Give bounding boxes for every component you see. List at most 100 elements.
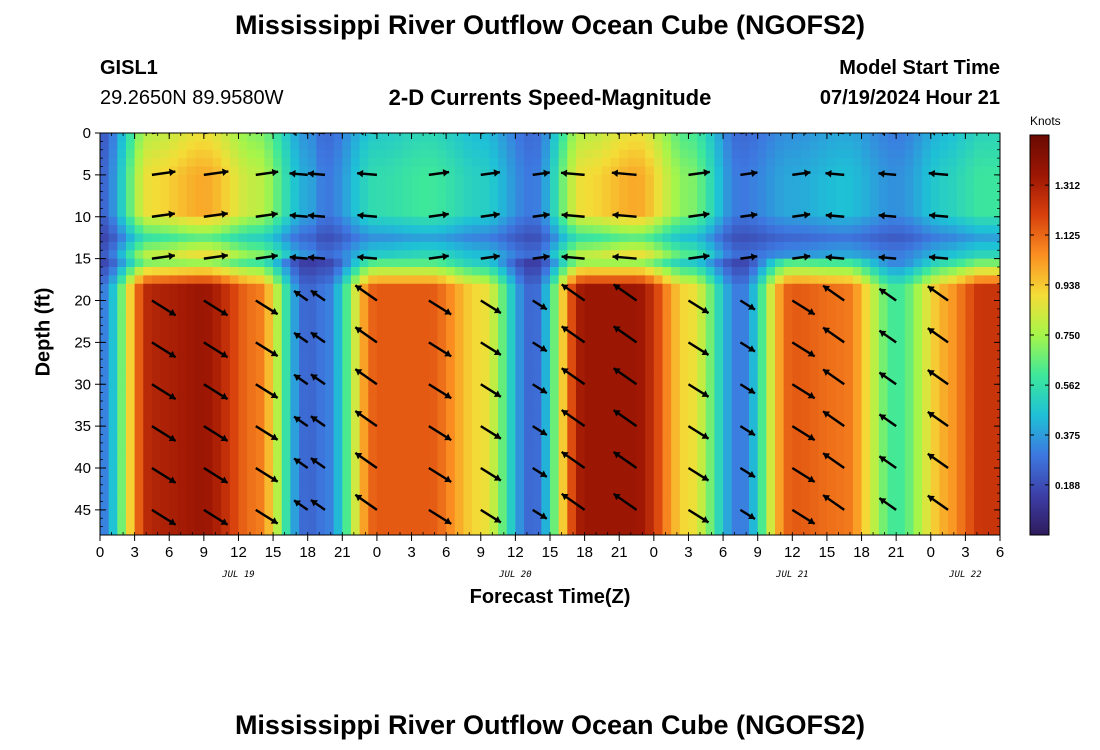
heatmap-cell: [212, 141, 222, 151]
heatmap-cell: [653, 300, 664, 310]
heatmap-cell: [454, 468, 465, 477]
heatmap-cell: [749, 191, 759, 201]
heatmap-cell: [653, 200, 664, 209]
heatmap-cell: [627, 183, 638, 193]
heatmap-cell: [368, 350, 378, 360]
heatmap-cell: [956, 233, 966, 243]
heatmap-cell: [203, 283, 214, 293]
heatmap-cell: [255, 149, 266, 159]
heatmap-cell: [835, 342, 845, 352]
heatmap-cell: [653, 426, 664, 436]
heatmap-cell: [965, 476, 975, 486]
heatmap-cell: [264, 334, 274, 343]
heatmap-cell: [498, 509, 508, 519]
heatmap-cell: [826, 509, 837, 519]
heatmap-cell: [359, 459, 369, 469]
heatmap-cell: [679, 350, 690, 360]
heatmap-cell: [376, 359, 387, 369]
heatmap-cell: [238, 342, 248, 352]
heatmap-cell: [913, 526, 923, 535]
heatmap-cell: [117, 275, 127, 285]
heatmap-cell: [740, 200, 750, 209]
heatmap-cell: [143, 225, 153, 235]
heatmap-cell: [247, 384, 257, 394]
heatmap-cell: [697, 375, 707, 385]
heatmap-cell: [203, 149, 214, 159]
heatmap-cell: [965, 258, 975, 268]
heatmap-cell: [550, 149, 560, 159]
heatmap-cell: [723, 484, 733, 494]
heatmap-cell: [359, 241, 369, 251]
heatmap-cell: [619, 317, 629, 327]
heatmap-cell: [125, 216, 136, 226]
heatmap-cell: [749, 317, 759, 327]
heatmap-cell: [532, 426, 542, 436]
heatmap-cell: [653, 392, 664, 402]
heatmap-cell: [878, 258, 889, 268]
heatmap-cell: [169, 317, 179, 327]
heatmap-cell: [878, 468, 889, 477]
heatmap-cell: [169, 401, 179, 410]
heatmap-cell: [411, 392, 421, 402]
heatmap-cell: [766, 216, 776, 226]
heatmap-cell: [506, 493, 516, 503]
heatmap-cell: [368, 308, 378, 318]
heatmap-cell: [273, 300, 283, 310]
heatmap-cell: [809, 141, 819, 151]
heatmap-cell: [870, 401, 880, 410]
heatmap-cell: [428, 367, 439, 377]
heatmap-cell: [965, 367, 975, 377]
heatmap-cell: [679, 174, 690, 184]
heatmap-cell: [385, 417, 395, 427]
heatmap-cell: [108, 501, 118, 511]
heatmap-cell: [177, 459, 188, 469]
heatmap-cell: [437, 200, 447, 209]
heatmap-cell: [169, 225, 179, 235]
heatmap-cell: [325, 233, 335, 243]
heatmap-cell: [359, 174, 369, 184]
heatmap-cell: [342, 501, 352, 511]
heatmap-cell: [593, 200, 603, 209]
heatmap-cell: [125, 200, 136, 209]
heatmap-cell: [506, 317, 516, 327]
heatmap-cell: [723, 292, 733, 302]
heatmap-cell: [368, 426, 378, 436]
heatmap-cell: [151, 359, 162, 369]
heatmap-cell: [714, 434, 724, 444]
heatmap-cell: [342, 384, 352, 394]
heatmap-cell: [870, 225, 880, 235]
heatmap-cell: [264, 166, 274, 176]
heatmap-cell: [904, 233, 915, 243]
heatmap-cell: [489, 191, 499, 201]
heatmap-cell: [584, 308, 594, 318]
heatmap-cell: [939, 300, 949, 310]
heatmap-cell: [887, 526, 897, 535]
heatmap-cell: [653, 359, 664, 369]
heatmap-cell: [100, 359, 110, 369]
heatmap-cell: [333, 183, 343, 193]
heatmap-cell: [775, 200, 785, 209]
heatmap-cell: [402, 367, 413, 377]
heatmap-cell: [541, 484, 551, 494]
heatmap-cell: [878, 476, 889, 486]
heatmap-cell: [965, 308, 975, 318]
heatmap-cell: [255, 250, 266, 260]
heatmap-cell: [368, 392, 378, 402]
heatmap-cell: [316, 518, 326, 528]
heatmap-cell: [775, 375, 785, 385]
heatmap-cell: [212, 401, 222, 410]
heatmap-cell: [134, 208, 144, 218]
heatmap-cell: [368, 225, 378, 235]
heatmap-cell: [299, 342, 309, 352]
heatmap-cell: [679, 292, 690, 302]
heatmap-cell: [723, 501, 733, 511]
heatmap-cell: [697, 334, 707, 343]
heatmap-cell: [350, 233, 361, 243]
heatmap-cell: [359, 267, 369, 276]
heatmap-cell: [394, 191, 404, 201]
heatmap-cell: [982, 133, 992, 142]
heatmap-cell: [800, 476, 811, 486]
heatmap-cell: [437, 342, 447, 352]
heatmap-cell: [601, 241, 612, 251]
heatmap-cell: [350, 208, 361, 218]
